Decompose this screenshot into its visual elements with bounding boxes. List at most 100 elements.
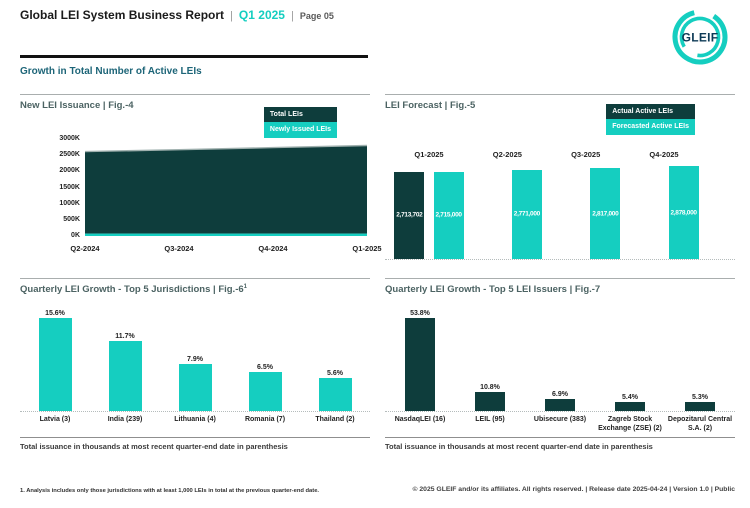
bar — [248, 372, 282, 411]
total-leis-area — [85, 145, 367, 234]
bar-value-label: 6.5% — [257, 364, 273, 372]
forecast-bar-value: 2,771,000 — [513, 210, 541, 218]
report-header: Global LEI System Business Report | Q1 2… — [20, 8, 334, 22]
bar-value-label: 53.8% — [410, 310, 430, 317]
caption-divider-fig7 — [385, 437, 735, 438]
category-labels-fig6: Latvia (3) India (239) Lithuania (4) Romani… — [20, 415, 370, 424]
forecast-bar-q4-2025: 2,878,000 — [668, 166, 699, 259]
report-title: Global LEI System Business Report — [20, 8, 225, 22]
y-tick-label: 2500K — [59, 151, 80, 159]
chart-panel-lei-forecast: LEI Forecast | Fig.-5 Actual Active LEIs… — [385, 94, 735, 267]
x-tick-label: Q1-2025 — [352, 244, 382, 253]
section-heading: Growth in Total Number of Active LEIs — [20, 66, 202, 77]
bar-column: 5.6% — [300, 309, 370, 411]
bar-column: 6.9% — [525, 309, 595, 411]
chart-title-fig6-text: Quarterly LEI Growth - Top 5 Jurisdictio… — [20, 284, 244, 296]
bar-column: 11.7% — [90, 309, 160, 411]
bar-chart-fig6: 15.6% 11.7% 7.9% 6.5% 5.6% — [20, 309, 370, 412]
x-tick-label: Q2-2024 — [70, 244, 100, 253]
legend-item: Actual Active LEIs — [606, 104, 695, 120]
bar-value-label: 15.6% — [45, 310, 65, 317]
legend-item: Total LEIs — [263, 107, 337, 123]
bar-value-label: 10.8% — [480, 384, 500, 392]
chart-title-fig6-footnote-ref: 1 — [243, 284, 247, 290]
caption-fig7: Total issuance in thousands at most rece… — [385, 442, 653, 451]
section-divider — [20, 55, 368, 58]
chart-title-fig7: Quarterly LEI Growth - Top 5 LEI Issuers… — [385, 284, 601, 295]
header-separator: | — [290, 10, 294, 22]
bar-category-label: Thailand (2) — [315, 416, 355, 423]
bar-column: 10.8% — [455, 309, 525, 411]
bar-category-label: Romania (7) — [244, 416, 286, 423]
bar-value-label: 6.9% — [552, 391, 568, 399]
chart-panel-top-jurisdictions: Quarterly LEI Growth - Top 5 Jurisdictio… — [20, 278, 370, 457]
bar — [178, 363, 212, 411]
baseline-fig5 — [385, 259, 735, 260]
header-separator: | — [230, 10, 233, 22]
bar — [615, 401, 645, 411]
gleif-logo-rings: GLEIF — [672, 9, 728, 65]
bar — [405, 318, 435, 411]
page-number: Page 05 — [299, 11, 334, 21]
chart-title-fig6: Quarterly LEI Growth - Top 5 Jurisdictio… — [20, 284, 247, 295]
bar-category-label: Lithuania (4) — [174, 416, 216, 423]
bar-category-label: Depozitarul Central S.A. (2) — [667, 416, 733, 433]
bar — [108, 341, 142, 411]
bar-value-label: 7.9% — [187, 355, 203, 363]
bar-column: 5.3% — [665, 309, 735, 411]
report-period: Q1 2025 — [238, 8, 285, 22]
bar-value-label: 5.4% — [622, 393, 638, 401]
legend-item: Forecasted Active LEIs — [606, 119, 695, 135]
y-tick-label: 0K — [71, 232, 80, 239]
bar-chart-fig7: 53.8% 10.8% 6.9% 5.4% 5.3% — [385, 309, 735, 412]
footer-copyright: © 2025 GLEIF and/or its affiliates. All … — [412, 486, 736, 493]
forecast-bar-q2-2025: 2,771,000 — [511, 169, 542, 259]
x-axis-fig4: Q2-2024 Q3-2024 Q4-2024 Q1-2025 — [70, 244, 381, 254]
y-tick-label: 1500K — [59, 183, 80, 191]
total-leis-line — [84, 144, 368, 153]
y-axis-fig4: 3000K 2500K 2000K 1500K 1000K 500K 0K — [20, 135, 80, 239]
forecast-quarter-label: Q2-2025 — [492, 150, 522, 159]
bar-category-label: LEIL (95) — [475, 416, 505, 423]
y-tick-label: 1000K — [59, 199, 80, 207]
bar — [318, 377, 352, 411]
gleif-logo: GLEIF — [660, 7, 740, 67]
area-chart-fig4 — [84, 139, 368, 240]
bar-value-label: 5.3% — [692, 393, 708, 401]
forecast-bar-value: 2,713,702 — [396, 211, 423, 219]
category-labels-fig5: Q1-2025 Q2-2025 Q3-2025 Q4-2025 — [385, 150, 735, 160]
footnote: 1. Analysis includes only those jurisdic… — [20, 488, 320, 494]
chart-panel-new-lei-issuance: New LEI Issuance | Fig.-4 Total LEIs Newl… — [20, 94, 382, 267]
bar-category-label: Latvia (3) — [39, 416, 71, 423]
bar-column: 53.8% — [385, 309, 455, 411]
bar — [685, 401, 715, 411]
forecast-bar-value: 2,715,000 — [435, 211, 462, 219]
chart-panel-top-issuers: Quarterly LEI Growth - Top 5 LEI Issuers… — [385, 278, 735, 457]
forecast-quarter-label: Q3-2025 — [571, 150, 601, 159]
bar — [475, 392, 505, 411]
bar-column: 5.4% — [595, 309, 665, 411]
x-tick-label: Q3-2024 — [164, 244, 194, 253]
bar-column: 15.6% — [20, 309, 90, 411]
x-tick-label: Q4-2024 — [258, 244, 288, 253]
bar — [38, 318, 72, 411]
y-tick-label: 3000K — [59, 135, 80, 142]
caption-divider-fig6 — [20, 437, 370, 438]
legend-item: Newly Issued LEIs — [263, 122, 337, 138]
forecast-quarter-label: Q1-2025 — [414, 150, 444, 159]
forecast-bar-value: 2,878,000 — [670, 209, 697, 217]
chart-title-fig5: LEI Forecast | Fig.-5 — [385, 100, 476, 111]
bar-column: 7.9% — [160, 309, 230, 411]
forecast-bar-q3-2025: 2,817,000 — [590, 168, 621, 259]
bar-category-label: NasdaqLEI (16) — [394, 416, 446, 423]
bar-category-label: India (239) — [107, 416, 143, 423]
bar-value-label: 11.7% — [115, 333, 135, 341]
chart-title-fig4: New LEI Issuance | Fig.-4 — [20, 100, 134, 111]
forecast-bar-value: 2,817,000 — [592, 210, 619, 218]
caption-fig6: Total issuance in thousands at most rece… — [20, 442, 288, 451]
y-tick-label: 500K — [63, 215, 80, 223]
bar-column: 6.5% — [230, 309, 300, 411]
bar — [545, 399, 575, 411]
forecast-bar-q1-2025: 2,715,000 — [433, 171, 464, 259]
bar-value-label: 5.6% — [327, 369, 343, 377]
